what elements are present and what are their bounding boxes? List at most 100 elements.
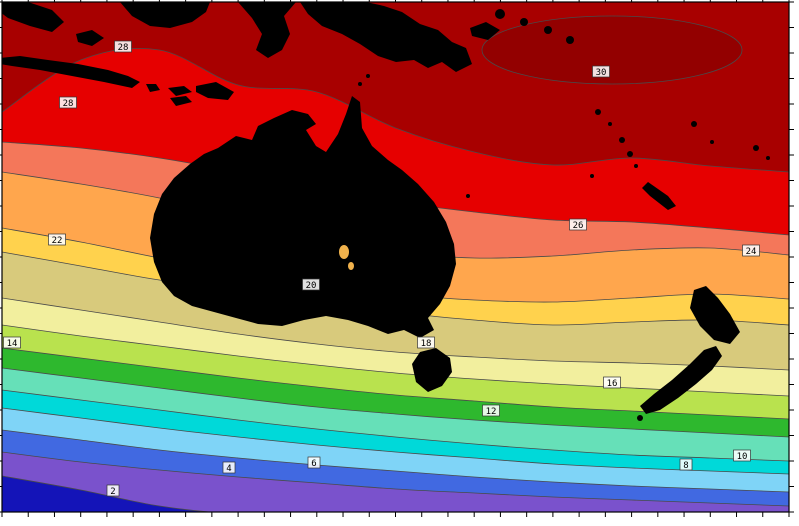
- contour-label-20: 20: [302, 278, 320, 291]
- contour-label-text: 22: [52, 236, 63, 246]
- landmass-new-guinea: [300, 2, 472, 72]
- inland-lake: [339, 245, 349, 259]
- contour-label-2: 2: [106, 484, 120, 497]
- isotherm-18-line: [2, 297, 789, 371]
- landmass-sumatra-corner: [2, 2, 64, 32]
- contour-label-box: [742, 244, 760, 257]
- contour-label-box: [679, 458, 693, 471]
- islet: [358, 82, 362, 86]
- contour-label-28: 28: [59, 96, 77, 109]
- islet: [637, 415, 643, 421]
- isotherm-6-line: [2, 429, 789, 493]
- landmass-nz-north-island: [690, 286, 740, 344]
- landmass-sumbawa: [168, 86, 192, 96]
- inland-lake: [348, 262, 354, 270]
- contour-label-box: [733, 449, 751, 462]
- landmass-new-britain: [470, 22, 500, 40]
- islet: [710, 140, 714, 144]
- landmass-australia: [150, 96, 456, 338]
- islet: [566, 36, 574, 44]
- contour-label-box: [222, 461, 236, 474]
- contour-label-box: [59, 96, 77, 109]
- contour-label-text: 8: [683, 461, 688, 471]
- contour-label-24: 24: [742, 244, 760, 257]
- islet: [366, 74, 370, 78]
- islet: [691, 121, 697, 127]
- contour-label-box: [482, 404, 500, 417]
- landmass-tasmania: [412, 348, 452, 392]
- landmass-island-cluster: [76, 30, 104, 46]
- contour-label-26: 26: [569, 218, 587, 231]
- contour-label-box: [302, 278, 320, 291]
- contour-label-box: [114, 40, 132, 53]
- contour-label-18: 18: [417, 336, 435, 349]
- isotherm-2-line: [2, 475, 214, 512]
- isotherm-30-closed-contour: [481, 15, 743, 85]
- landmass-bali-lombok: [146, 84, 160, 92]
- contour-label-text: 14: [7, 339, 18, 349]
- contour-label-text: 12: [486, 407, 497, 417]
- isotherm-4-line: [2, 451, 789, 507]
- contour-label-text: 16: [607, 379, 618, 389]
- islet: [608, 122, 612, 126]
- isotherm-10-line: [2, 389, 789, 462]
- landmass-sumba: [170, 96, 192, 106]
- contour-label-box: [106, 484, 120, 497]
- islet: [595, 109, 601, 115]
- contour-label-box: [592, 65, 610, 78]
- landmass-borneo-tip: [120, 2, 210, 28]
- islet: [495, 9, 505, 19]
- contour-label-text: 30: [596, 68, 607, 78]
- isotherm-12-line: [2, 367, 789, 438]
- contour-label-text: 10: [737, 452, 748, 462]
- contour-label-text: 2: [110, 487, 115, 497]
- isotherm-16-line: [2, 324, 789, 397]
- contour-label-16: 16: [603, 376, 621, 389]
- contour-label-box: [569, 218, 587, 231]
- contour-label-6: 6: [307, 456, 321, 469]
- islet: [544, 26, 552, 34]
- islet: [619, 137, 625, 143]
- contour-label-text: 18: [421, 339, 432, 349]
- contour-label-10: 10: [733, 449, 751, 462]
- contour-label-4: 4: [222, 461, 236, 474]
- contour-label-text: 20: [306, 281, 317, 291]
- islet: [753, 145, 759, 151]
- contour-label-12: 12: [482, 404, 500, 417]
- contour-label-text: 24: [746, 247, 757, 257]
- contour-label-box: [603, 376, 621, 389]
- landmass-sulawesi: [238, 2, 296, 58]
- isotherm-8-line: [2, 407, 789, 475]
- contour-label-text: 26: [573, 221, 584, 231]
- islet: [520, 18, 528, 26]
- islet: [590, 174, 594, 178]
- band-below-4: [2, 452, 789, 512]
- contour-label-30: 30: [592, 65, 610, 78]
- contour-label-14: 14: [3, 336, 21, 349]
- islet: [466, 194, 470, 198]
- contour-label-box: [307, 456, 321, 469]
- contour-label-text: 28: [63, 99, 74, 109]
- plot-frame: [1, 1, 790, 513]
- islet: [766, 156, 770, 160]
- contour-label-box: [3, 336, 21, 349]
- contour-label-text: 4: [226, 464, 231, 474]
- landmass-timor: [196, 82, 234, 100]
- islet: [627, 151, 633, 157]
- contour-label-box: [48, 233, 66, 246]
- contour-label-22: 22: [48, 233, 66, 246]
- contour-label-box: [417, 336, 435, 349]
- landmass-new-caledonia: [642, 182, 676, 210]
- contour-label-28: 28: [114, 40, 132, 53]
- contour-label-text: 28: [118, 43, 129, 53]
- contour-label-text: 6: [311, 459, 316, 469]
- islet: [634, 164, 638, 168]
- landmass-java: [2, 56, 140, 88]
- band-below-2: [2, 476, 210, 512]
- landmass-nz-south-island: [640, 346, 722, 414]
- plot-area: [2, 2, 789, 512]
- contour-label-8: 8: [679, 458, 693, 471]
- isotherm-14-line: [2, 347, 789, 420]
